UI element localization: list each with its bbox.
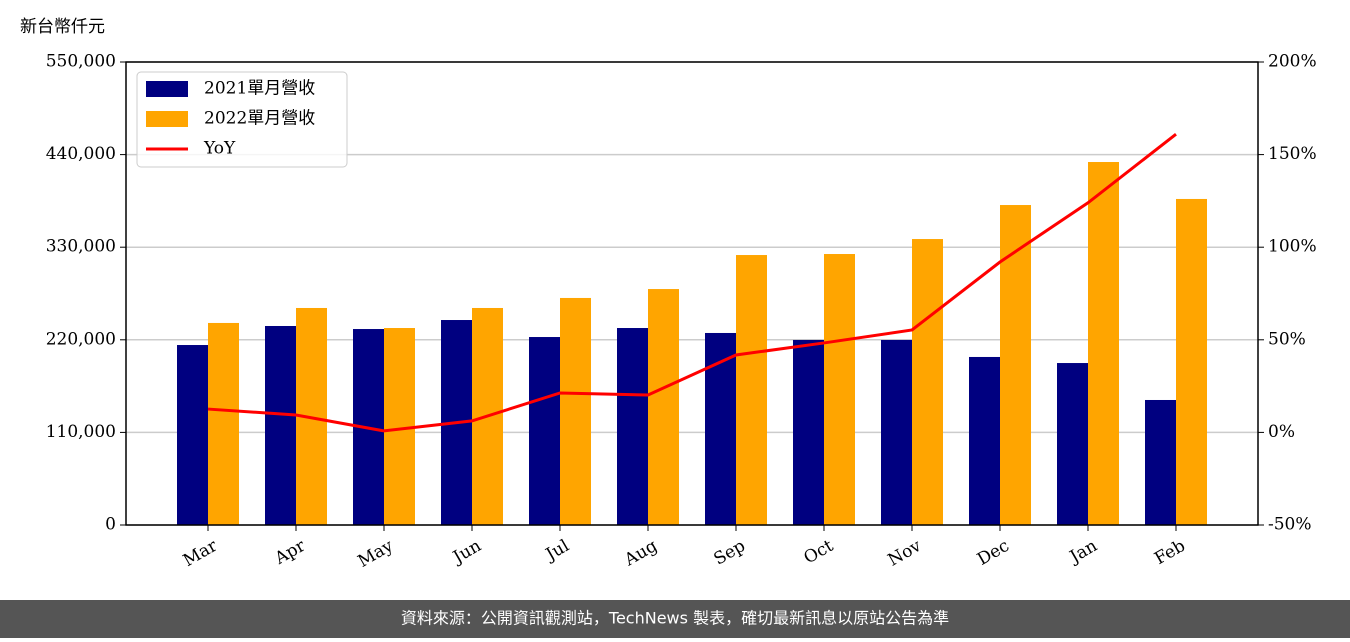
x-tick-label: Sep	[711, 536, 749, 570]
y2-tick-label: 0%	[1268, 422, 1295, 442]
bar	[1057, 363, 1088, 525]
bar	[529, 337, 560, 525]
legend-label: 2021單月營收	[204, 79, 315, 99]
line	[207, 133, 1177, 433]
y-tick-label: 110,000	[46, 422, 116, 442]
bar	[1145, 399, 1176, 525]
bar	[648, 289, 679, 525]
bar	[705, 332, 736, 525]
footer-bar	[0, 600, 1350, 638]
bar	[736, 255, 767, 525]
x-tick-label: Oct	[801, 536, 837, 569]
y-axis-label: 新台幣仟元	[20, 17, 105, 37]
bar	[793, 339, 824, 525]
x-tick-label: Jun	[448, 536, 485, 569]
x-tick-label: Dec	[974, 536, 1013, 570]
x-tick-label: Jan	[1065, 536, 1101, 568]
x-tick-label: Aug	[620, 536, 661, 571]
legend-label: YoY	[203, 139, 236, 159]
bar	[560, 297, 591, 525]
x-tick-label: Nov	[885, 536, 925, 571]
x-tick-label: Feb	[1151, 536, 1189, 569]
footer: 資料來源：公開資訊觀測站，TechNews 製表，確切最新訊息以原站公告為準	[401, 609, 949, 628]
y2-tick-label: 150%	[1268, 144, 1317, 164]
legend-swatch	[146, 81, 188, 97]
bar	[969, 356, 1000, 525]
bar	[881, 339, 912, 525]
y2-tick-label: 100%	[1268, 237, 1317, 257]
legend-box	[136, 71, 348, 168]
y2-tick-label: -50%	[1268, 515, 1312, 535]
y-tick-label: 0	[105, 515, 116, 535]
legend-swatch	[146, 111, 188, 127]
x-tick-label: Jul	[541, 536, 573, 566]
y-tick-label: 440,000	[46, 144, 116, 164]
x-tick-label: Apr	[271, 535, 310, 569]
y-tick-label: 330,000	[46, 237, 116, 257]
bar	[1176, 198, 1207, 526]
bar	[617, 328, 648, 525]
bar	[912, 239, 943, 525]
bar	[208, 322, 239, 525]
y-tick-label: 220,000	[46, 329, 116, 349]
bar	[177, 345, 208, 525]
plot-frame	[125, 61, 1259, 526]
x-tick-label: May	[355, 536, 398, 572]
y-tick-label: 550,000	[46, 52, 116, 72]
bar	[265, 325, 296, 525]
y2-tick-label: 50%	[1268, 329, 1306, 349]
bar	[1088, 162, 1119, 525]
bar	[824, 254, 855, 525]
legend-label: 2022單月營收	[204, 109, 315, 129]
x-tick-label: Mar	[180, 535, 222, 571]
y2-tick-label: 200%	[1268, 52, 1317, 72]
